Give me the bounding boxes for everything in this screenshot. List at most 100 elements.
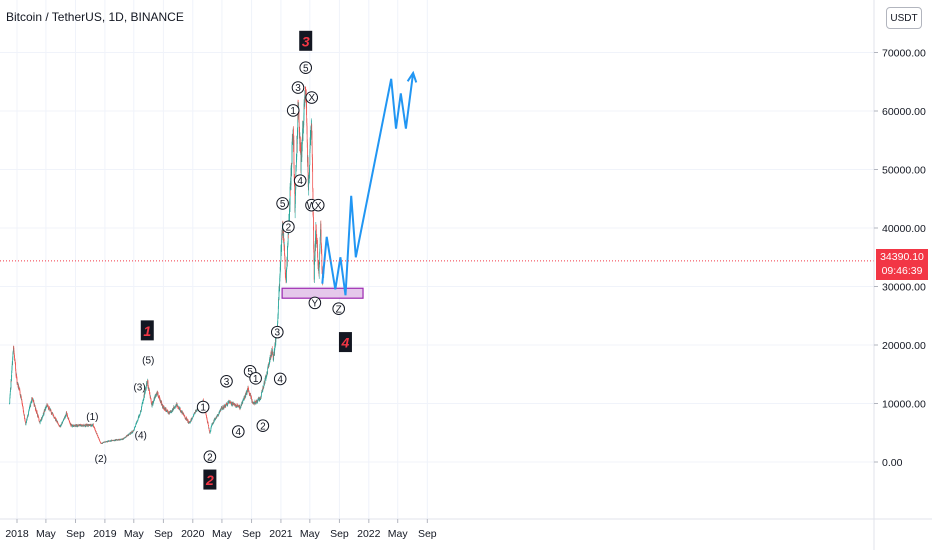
candle-body	[93, 426, 95, 428]
candle-body	[301, 142, 303, 158]
wave-label-text: 4	[341, 335, 350, 351]
candle-body	[54, 417, 56, 419]
candle-body	[15, 369, 17, 373]
candle-body	[237, 404, 238, 406]
candle-body	[221, 407, 223, 409]
candle-body	[23, 411, 25, 414]
candle-body	[315, 230, 316, 247]
candle-body	[145, 385, 147, 388]
x-tick-label: Sep	[154, 528, 173, 540]
candle-body	[229, 401, 231, 404]
candle-body	[266, 375, 267, 378]
wave-label-circle	[271, 325, 284, 339]
candle-body	[245, 392, 247, 394]
candle-body	[32, 397, 33, 399]
candle-body	[175, 405, 177, 407]
candle-body	[311, 124, 313, 131]
candle-body	[269, 356, 271, 360]
candle-body	[251, 397, 252, 400]
candle-body	[220, 409, 222, 412]
candle-body	[140, 409, 142, 411]
y-tick-label: 50000.00	[882, 165, 926, 177]
wave-label-text: 5	[280, 199, 286, 210]
candle-body	[272, 351, 274, 355]
candle-body	[216, 416, 218, 418]
currency-button[interactable]: USDT	[886, 7, 922, 29]
candle-body	[135, 426, 136, 427]
y-tick-label: 30000.00	[882, 282, 926, 294]
candle-body	[286, 270, 287, 282]
y-tick-label: 20000.00	[882, 340, 926, 352]
candle-body	[319, 245, 321, 252]
candle-body	[257, 399, 259, 401]
candle-body	[24, 414, 25, 419]
candle-body	[264, 377, 266, 379]
candle-body	[98, 437, 99, 439]
candle-body	[35, 408, 37, 412]
candle-body	[311, 130, 313, 146]
bar-countdown: 09:46:39	[881, 265, 923, 277]
x-tick-label: 2019	[93, 528, 117, 540]
candle-body	[47, 407, 49, 409]
candle-body	[298, 111, 300, 122]
x-tick-label: Sep	[66, 528, 85, 540]
candle-body	[67, 416, 69, 419]
candle-body	[15, 363, 16, 370]
candle-body	[309, 151, 311, 166]
candle-body	[46, 404, 48, 406]
candle-body	[177, 405, 179, 408]
wave-label-text: 5	[303, 63, 309, 74]
candle-body	[42, 416, 44, 418]
candle-body	[209, 431, 211, 434]
candle-body	[26, 418, 28, 420]
candle-body	[95, 430, 97, 433]
candle-body	[165, 408, 166, 411]
candle-body	[10, 380, 12, 389]
wave-label-text: 5	[247, 367, 253, 378]
x-tick-label: May	[300, 528, 321, 540]
candle-body	[11, 363, 13, 368]
candle-body	[190, 421, 191, 422]
candle-body	[250, 394, 251, 396]
candle-body	[275, 337, 277, 343]
candle-body	[94, 427, 95, 429]
candle-body	[213, 422, 214, 424]
candle-body	[307, 161, 309, 181]
wave-label-text: (5)	[142, 356, 154, 367]
wave-label-text: 1	[290, 106, 296, 117]
time-axis[interactable]: 2018 May Sep 2019 May Sep 2020 May Sep 2021 May Sep…	[0, 518, 932, 540]
candle-body	[317, 253, 319, 261]
candle-body	[307, 142, 308, 158]
candle-body	[131, 432, 132, 434]
x-tick-label: 2022	[357, 528, 381, 540]
candle-body	[219, 410, 221, 413]
candle-body	[239, 407, 241, 410]
candle-body	[308, 179, 309, 190]
candle-body	[272, 355, 274, 360]
candle-body	[68, 418, 70, 421]
candle-body	[50, 411, 52, 413]
candle-body	[314, 257, 315, 264]
candle-body	[240, 407, 242, 409]
candle-body	[28, 410, 30, 413]
candle-body	[293, 140, 295, 165]
candle-body	[99, 439, 100, 441]
candle-body	[277, 317, 279, 324]
candle-body	[282, 227, 283, 235]
candle-body	[281, 238, 282, 250]
symbol-title: Bitcoin / TetherUS, 1D, BINANCE	[6, 10, 184, 24]
candle-body	[13, 351, 15, 355]
price-axis[interactable]: 70000.00 60000.00 50000.00 40000.00 30000.00…	[873, 0, 926, 550]
candle-body	[139, 415, 140, 417]
candle-body	[218, 411, 220, 413]
candle-body	[262, 386, 264, 391]
candle-body	[33, 401, 35, 404]
candle-body	[280, 250, 282, 262]
candle-body	[18, 385, 20, 389]
wave-label-text: 2	[286, 222, 292, 233]
candle-body	[129, 433, 131, 435]
candle-body	[306, 122, 308, 128]
candle-body	[111, 440, 112, 442]
